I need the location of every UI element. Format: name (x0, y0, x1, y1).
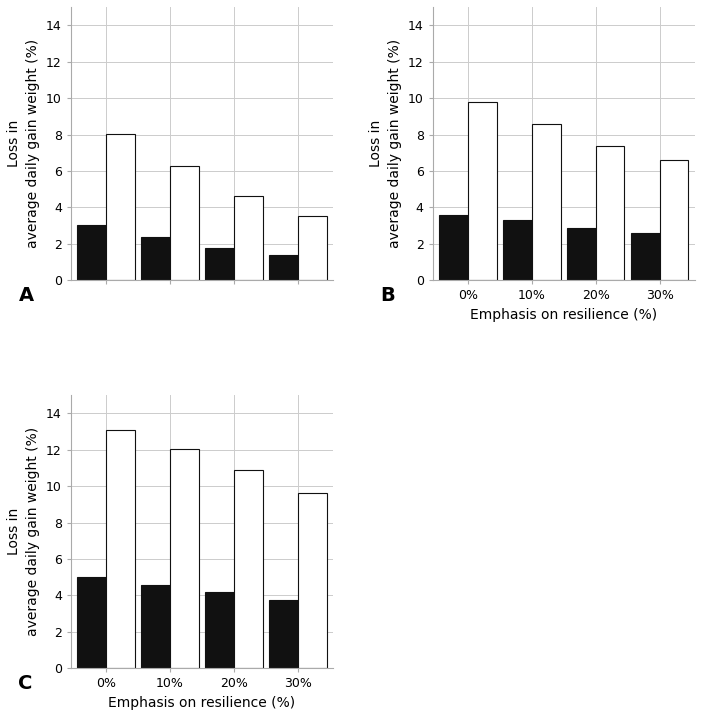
Bar (269, 600, 298, 668)
X-axis label: Emphasis on resilience (%): Emphasis on resilience (%) (470, 308, 657, 322)
Bar (106, 429, 135, 668)
Text: C: C (18, 674, 33, 693)
Bar (234, 196, 263, 280)
Bar (503, 220, 532, 280)
Bar (439, 215, 468, 280)
X-axis label: Emphasis on resilience (%): Emphasis on resilience (%) (108, 696, 296, 710)
Y-axis label: Loss in
average daily gain weight (%): Loss in average daily gain weight (%) (7, 427, 40, 636)
Bar (269, 255, 298, 280)
Bar (567, 228, 596, 280)
Bar (205, 247, 234, 280)
Bar (596, 146, 625, 280)
Bar (298, 493, 327, 668)
Text: B: B (380, 286, 395, 305)
Y-axis label: Loss in
average daily gain weight (%): Loss in average daily gain weight (%) (7, 39, 40, 248)
Bar (170, 449, 199, 668)
Bar (141, 584, 170, 668)
Bar (631, 233, 659, 280)
Bar (77, 577, 106, 668)
Bar (77, 225, 106, 280)
Bar (234, 470, 263, 668)
Bar (205, 592, 234, 668)
Bar (106, 134, 135, 280)
Bar (298, 215, 327, 280)
Bar (468, 102, 496, 280)
Bar (141, 237, 170, 280)
Bar (170, 166, 199, 280)
Y-axis label: Loss in
average daily gain weight (%): Loss in average daily gain weight (%) (369, 39, 402, 248)
Text: A: A (18, 286, 33, 305)
Bar (659, 160, 688, 280)
Bar (532, 124, 561, 280)
